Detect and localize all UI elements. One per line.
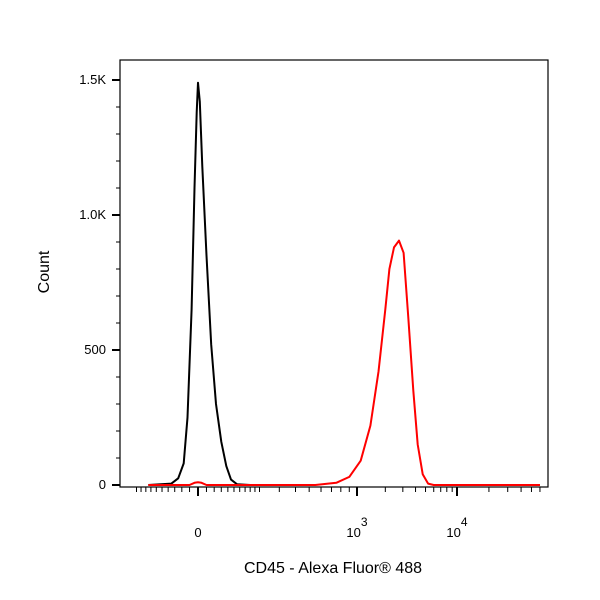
series-line-1 — [148, 239, 540, 486]
x-tick-base: 0 — [194, 525, 201, 540]
y-tick-label: 500 — [84, 342, 106, 357]
x-tick-exponent: 3 — [361, 515, 368, 529]
x-tick-base: 10 — [446, 525, 460, 540]
x-tick-label: 0 — [194, 525, 201, 540]
y-tick-label: 1.0K — [79, 207, 106, 222]
plot-frame — [119, 59, 549, 488]
axis-ticks — [112, 79, 541, 496]
y-axis-title: Count — [36, 250, 53, 293]
y-tick-label: 1.5K — [79, 72, 106, 87]
series-line-0 — [148, 81, 251, 486]
x-tick-exponent: 4 — [461, 515, 468, 529]
x-tick-label: 104 — [446, 515, 467, 540]
x-tick-base: 10 — [346, 525, 360, 540]
series-layer — [148, 81, 540, 486]
y-tick-label: 0 — [99, 477, 106, 492]
x-axis-title: CD45 - Alexa Fluor® 488 — [244, 560, 422, 577]
x-tick-label: 103 — [346, 515, 367, 540]
